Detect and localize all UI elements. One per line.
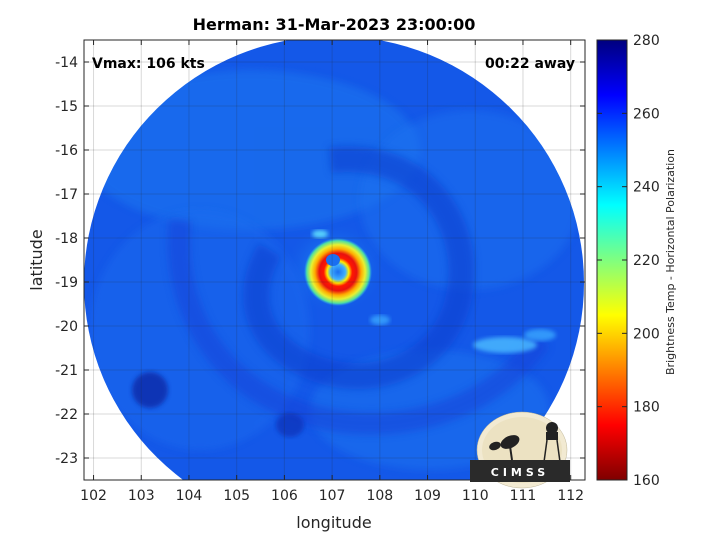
x-tick-label: 102	[80, 488, 107, 504]
y-axis-label: latitude	[27, 229, 46, 290]
colorbar-tick-label: 200	[633, 326, 660, 342]
y-tick-label: -19	[55, 275, 78, 291]
y-tick-label: -23	[55, 451, 78, 467]
plot-frame	[83, 39, 586, 481]
logo-text: CIMSS	[491, 466, 549, 479]
colorbar-tick-label: 240	[633, 180, 660, 196]
colorbar-tick-label: 160	[633, 473, 660, 489]
x-tick-label: 108	[366, 488, 393, 504]
x-tick-label: 103	[128, 488, 155, 504]
x-tick-label: 112	[557, 488, 584, 504]
y-tick-label: -22	[55, 407, 78, 423]
chart-title: Herman: 31-Mar-2023 23:00:00	[193, 15, 476, 34]
colorbar-tick-label: 260	[633, 106, 660, 122]
time-offset-label: 00:22 away	[485, 56, 575, 72]
colorbar-tick-label: 280	[633, 33, 660, 49]
y-tick-label: -21	[55, 363, 78, 379]
x-tick-label: 110	[462, 488, 489, 504]
x-tick-label: 106	[271, 488, 298, 504]
colorbar-tick-label: 220	[633, 253, 660, 269]
colorbar-ticks: 280 260 240 220 200 180 160	[597, 33, 660, 489]
y-axis-ticks: -14 -15 -16 -17 -18 -19 -20 -21 -22 -23	[55, 55, 585, 467]
colorbar-label: Brightness Temp - Horizontal Polarizatio…	[664, 149, 677, 375]
y-tick-label: -16	[55, 143, 78, 159]
x-tick-label: 107	[319, 488, 346, 504]
y-tick-label: -15	[55, 99, 78, 115]
y-tick-label: -20	[55, 319, 78, 335]
y-tick-label: -18	[55, 231, 78, 247]
x-tick-label: 104	[176, 488, 203, 504]
colorbar-tick-label: 180	[633, 400, 660, 416]
x-axis-ticks: 102 103 104 105 106 107 108 109 110 111 112	[80, 40, 584, 504]
x-tick-label: 111	[510, 488, 537, 504]
x-tick-label: 109	[414, 488, 441, 504]
x-tick-label: 105	[223, 488, 250, 504]
cimss-logo: CIMSS	[470, 411, 570, 489]
y-tick-label: -17	[55, 187, 78, 203]
x-axis-label: longitude	[296, 513, 371, 532]
vmax-label: Vmax: 106 kts	[92, 56, 205, 72]
y-tick-label: -14	[55, 55, 78, 71]
